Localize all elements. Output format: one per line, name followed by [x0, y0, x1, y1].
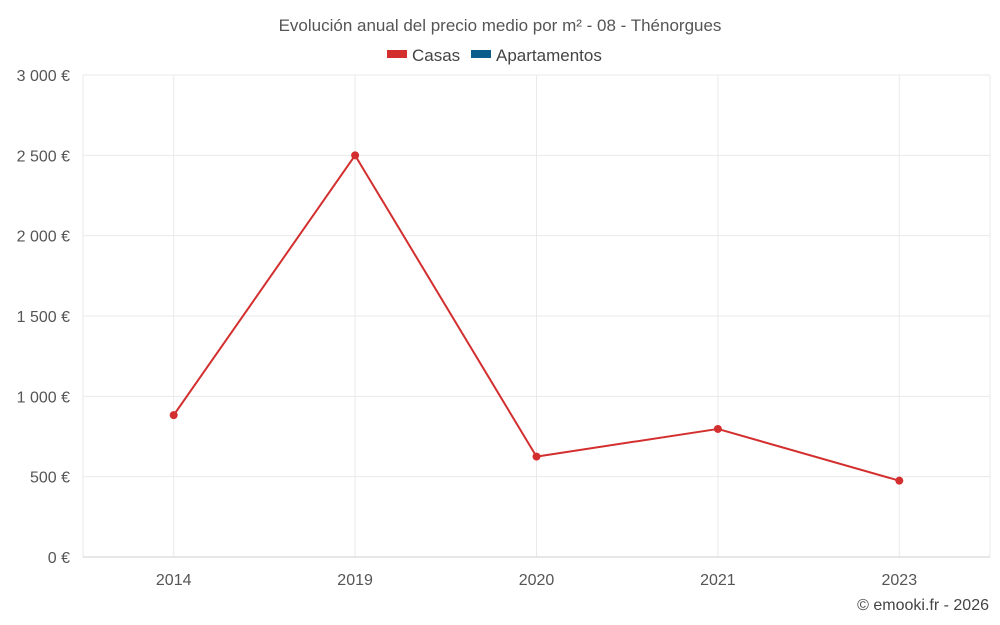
data-point-2019[interactable]: [351, 151, 360, 160]
y-tick-label: 1 500 €: [17, 309, 70, 326]
chart-title: Evolución anual del precio medio por m² …: [279, 16, 722, 35]
y-tick-label: 2 500 €: [17, 148, 70, 165]
y-axis-labels: 0 € 500 € 1 000 € 1 500 € 2 000 € 2 500 € 3 00…: [17, 68, 70, 567]
x-tick-label: 2019: [337, 572, 373, 589]
x-tick-label: 2020: [519, 572, 555, 589]
x-axis-labels: 2014 2019 2020 2021 2023: [156, 572, 917, 589]
legend-label-apartamentos[interactable]: Apartamentos: [496, 46, 602, 65]
data-point-2023[interactable]: [895, 476, 904, 485]
legend-label-casas[interactable]: Casas: [412, 46, 460, 65]
x-tick-label: 2023: [882, 572, 918, 589]
legend: Casas Apartamentos: [387, 46, 602, 65]
y-tick-label: 500 €: [30, 470, 70, 487]
data-point-2021[interactable]: [713, 424, 722, 433]
credit-text: © emooki.fr - 2026: [857, 597, 989, 614]
legend-swatch-casas: [387, 50, 407, 58]
series-casas: [169, 151, 904, 485]
x-tick-label: 2014: [156, 572, 192, 589]
x-tick-label: 2021: [700, 572, 736, 589]
y-tick-label: 2 000 €: [17, 229, 70, 246]
legend-swatch-apartamentos: [471, 50, 491, 58]
x-gridlines: [82, 75, 991, 557]
data-point-2020[interactable]: [532, 452, 541, 461]
y-tick-label: 0 €: [48, 550, 70, 567]
data-point-2014[interactable]: [169, 411, 178, 420]
y-tick-label: 3 000 €: [17, 68, 70, 85]
y-tick-label: 1 000 €: [17, 389, 70, 406]
